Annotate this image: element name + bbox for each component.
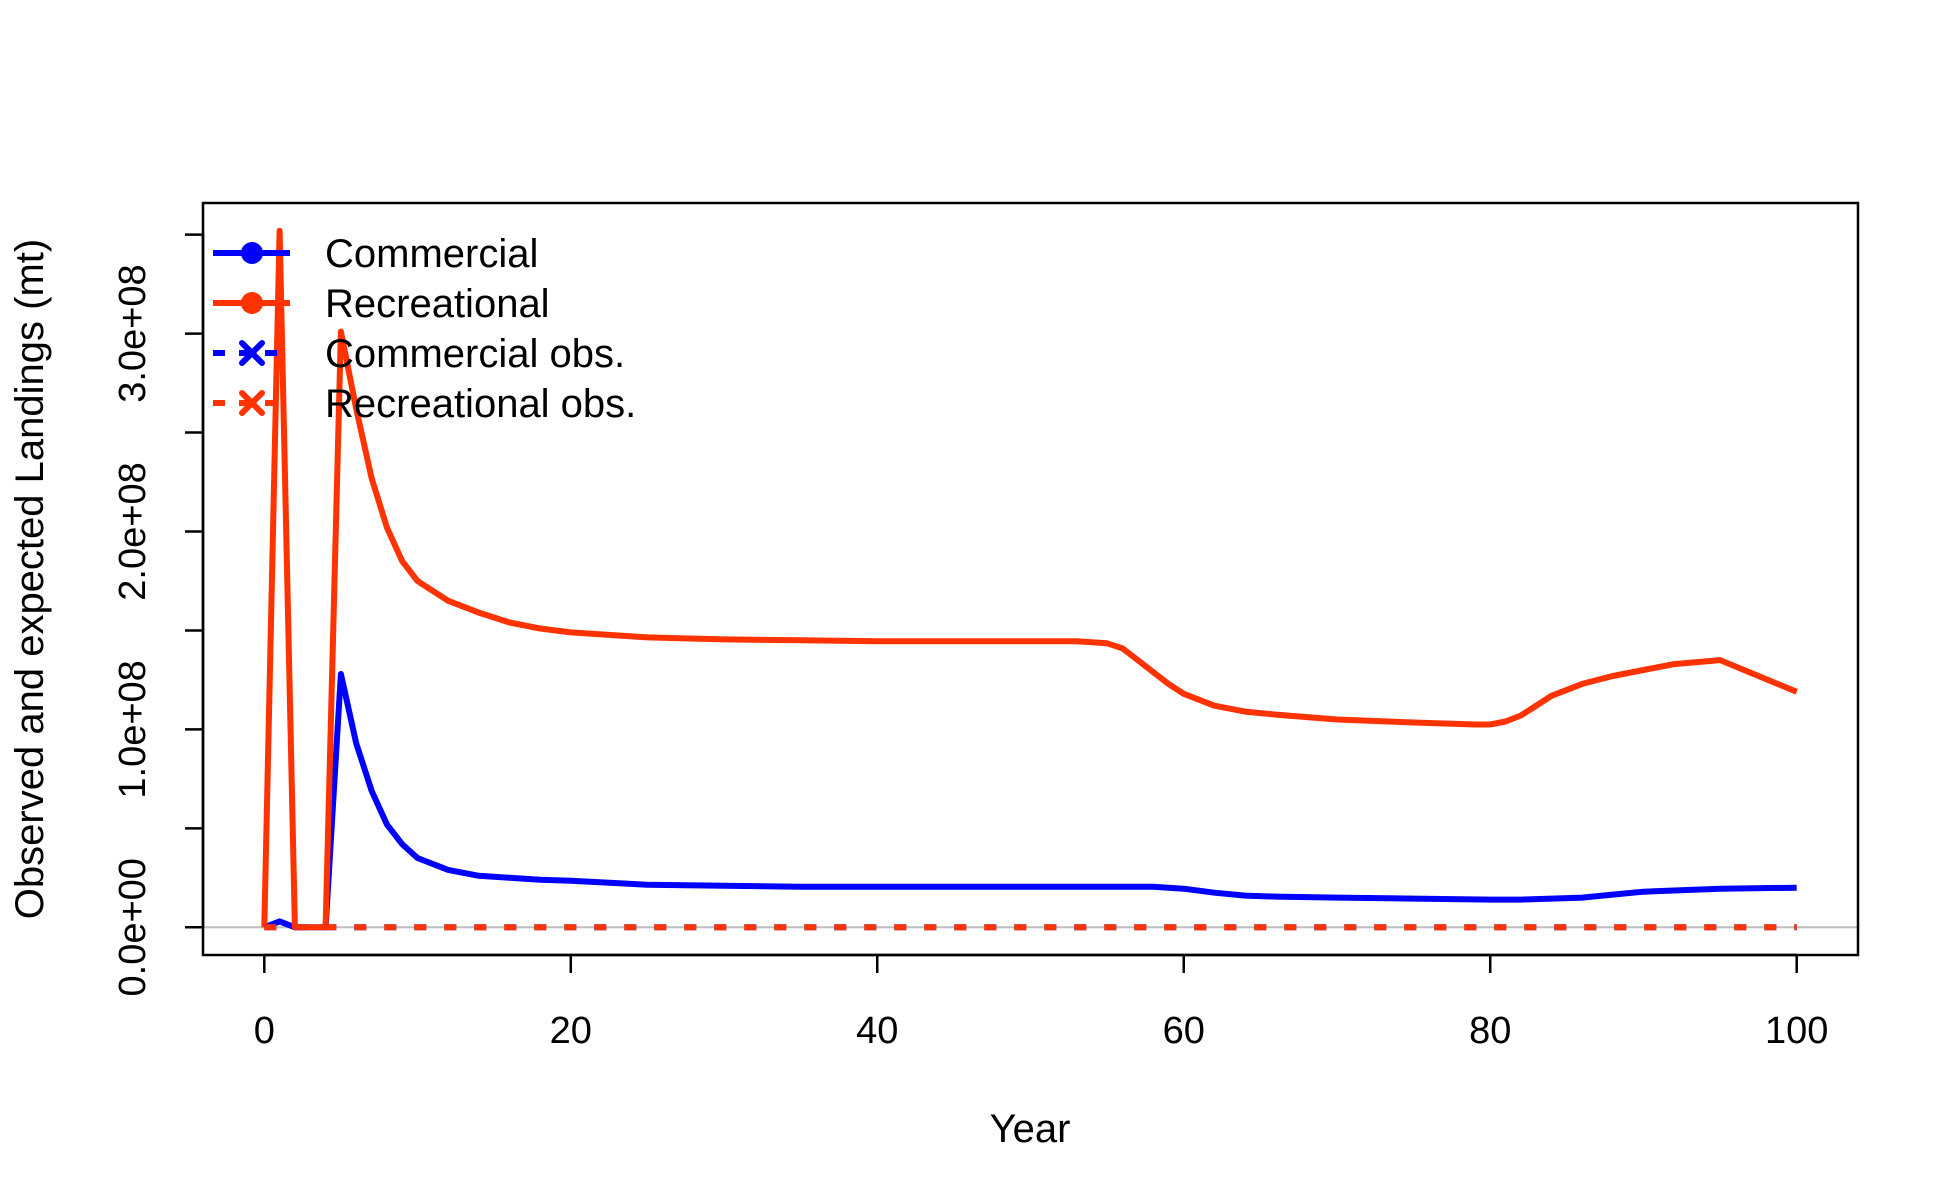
x-tick-label: 100 [1765, 1010, 1828, 1052]
x-tick-label: 60 [1163, 1010, 1205, 1052]
legend-label: Commercial [325, 232, 538, 276]
x-axis-label: Year [990, 1107, 1071, 1151]
legend-entry-recreational-obs: Recreational obs. [213, 382, 636, 426]
y-axis-label: Observed and expected Landings (mt) [8, 239, 52, 919]
legend-marker-x [239, 340, 265, 366]
legend-entry-recreational: Recreational [213, 282, 550, 326]
y-tick-label: 2.0e+08 [112, 462, 154, 600]
x-axis: 0 20 40 60 80 100 [254, 953, 1828, 1052]
legend-entry-commercial-obs: Commercial obs. [213, 332, 625, 376]
y-tick-label: 0.0e+00 [112, 858, 154, 996]
series-layer [261, 227, 1798, 931]
legend: Commercial Recreational Commercial obs. Rec… [213, 232, 636, 426]
legend-marker-x-stroke [239, 390, 265, 416]
legend-label: Recreational obs. [325, 382, 636, 426]
x-tick-label: 0 [254, 1010, 275, 1052]
x-tick-label: 80 [1469, 1010, 1511, 1052]
legend-label: Commercial obs. [325, 332, 625, 376]
x-tick-label: 40 [856, 1010, 898, 1052]
legend-marker-circle [241, 242, 263, 264]
y-axis: 0.0e+00 1.0e+08 2.0e+08 3.0e+08 [112, 233, 205, 997]
legend-marker-circle [241, 292, 263, 314]
x-tick-label: 20 [550, 1010, 592, 1052]
y-tick-label: 1.0e+08 [112, 660, 154, 798]
legend-label: Recreational [325, 282, 550, 326]
legend-entry-commercial: Commercial [213, 232, 538, 276]
y-tick-label: 3.0e+08 [112, 264, 154, 402]
series-line-recreational [261, 227, 1798, 931]
legend-marker-x [239, 390, 265, 416]
series-line-commercial [263, 671, 1797, 931]
legend-marker-x-stroke [239, 340, 265, 366]
